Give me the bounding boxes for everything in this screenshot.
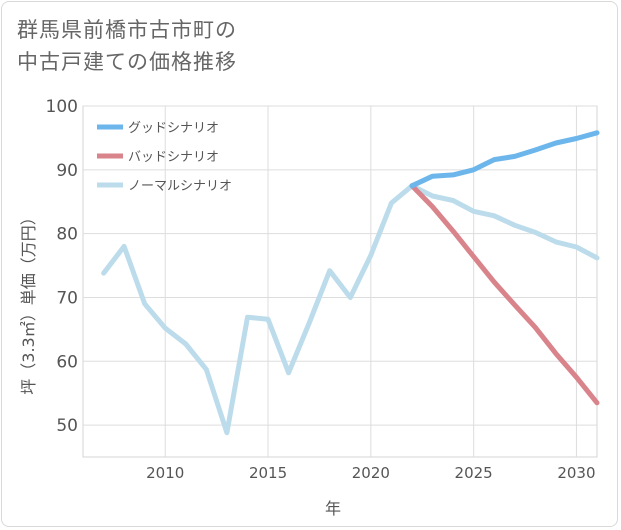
y-tick-label: 100	[46, 97, 78, 117]
chart-title: 群馬県前橋市古市町の 中古戸建ての価格推移	[17, 14, 237, 78]
x-tick-labels: 2010 2015 2020 2025 2030	[146, 464, 595, 482]
chart-title-line-1: 群馬県前橋市古市町の	[17, 18, 237, 42]
y-tick-label: 80	[56, 225, 78, 245]
y-tick-labels: 50 60 70 80 90 100	[46, 97, 78, 436]
legend-label: バッドシナリオ	[128, 150, 219, 165]
legend-label: ノーマルシナリオ	[128, 179, 232, 194]
y-tick-label: 90	[56, 161, 78, 181]
y-tick-label: 50	[56, 416, 78, 436]
series-lines	[101, 130, 600, 436]
series-line-0	[409, 130, 600, 189]
x-axis-label: 年	[325, 499, 341, 518]
x-tick-label: 2015	[249, 464, 287, 482]
x-tick-label: 2010	[146, 464, 184, 482]
x-tick-label: 2020	[352, 464, 390, 482]
grid-lines	[82, 105, 598, 458]
series-line-1	[409, 183, 600, 406]
chart-title-line-2: 中古戸建ての価格推移	[17, 50, 237, 74]
x-tick-label: 2025	[455, 464, 493, 482]
x-tick-label: 2030	[557, 464, 595, 482]
y-tick-label: 60	[56, 352, 78, 372]
y-axis-label: 坪（3.3㎡）単価（万円）	[19, 209, 38, 394]
y-tick-label: 70	[56, 288, 78, 308]
legend-label: グッドシナリオ	[128, 121, 219, 136]
series-line-2	[101, 183, 600, 436]
